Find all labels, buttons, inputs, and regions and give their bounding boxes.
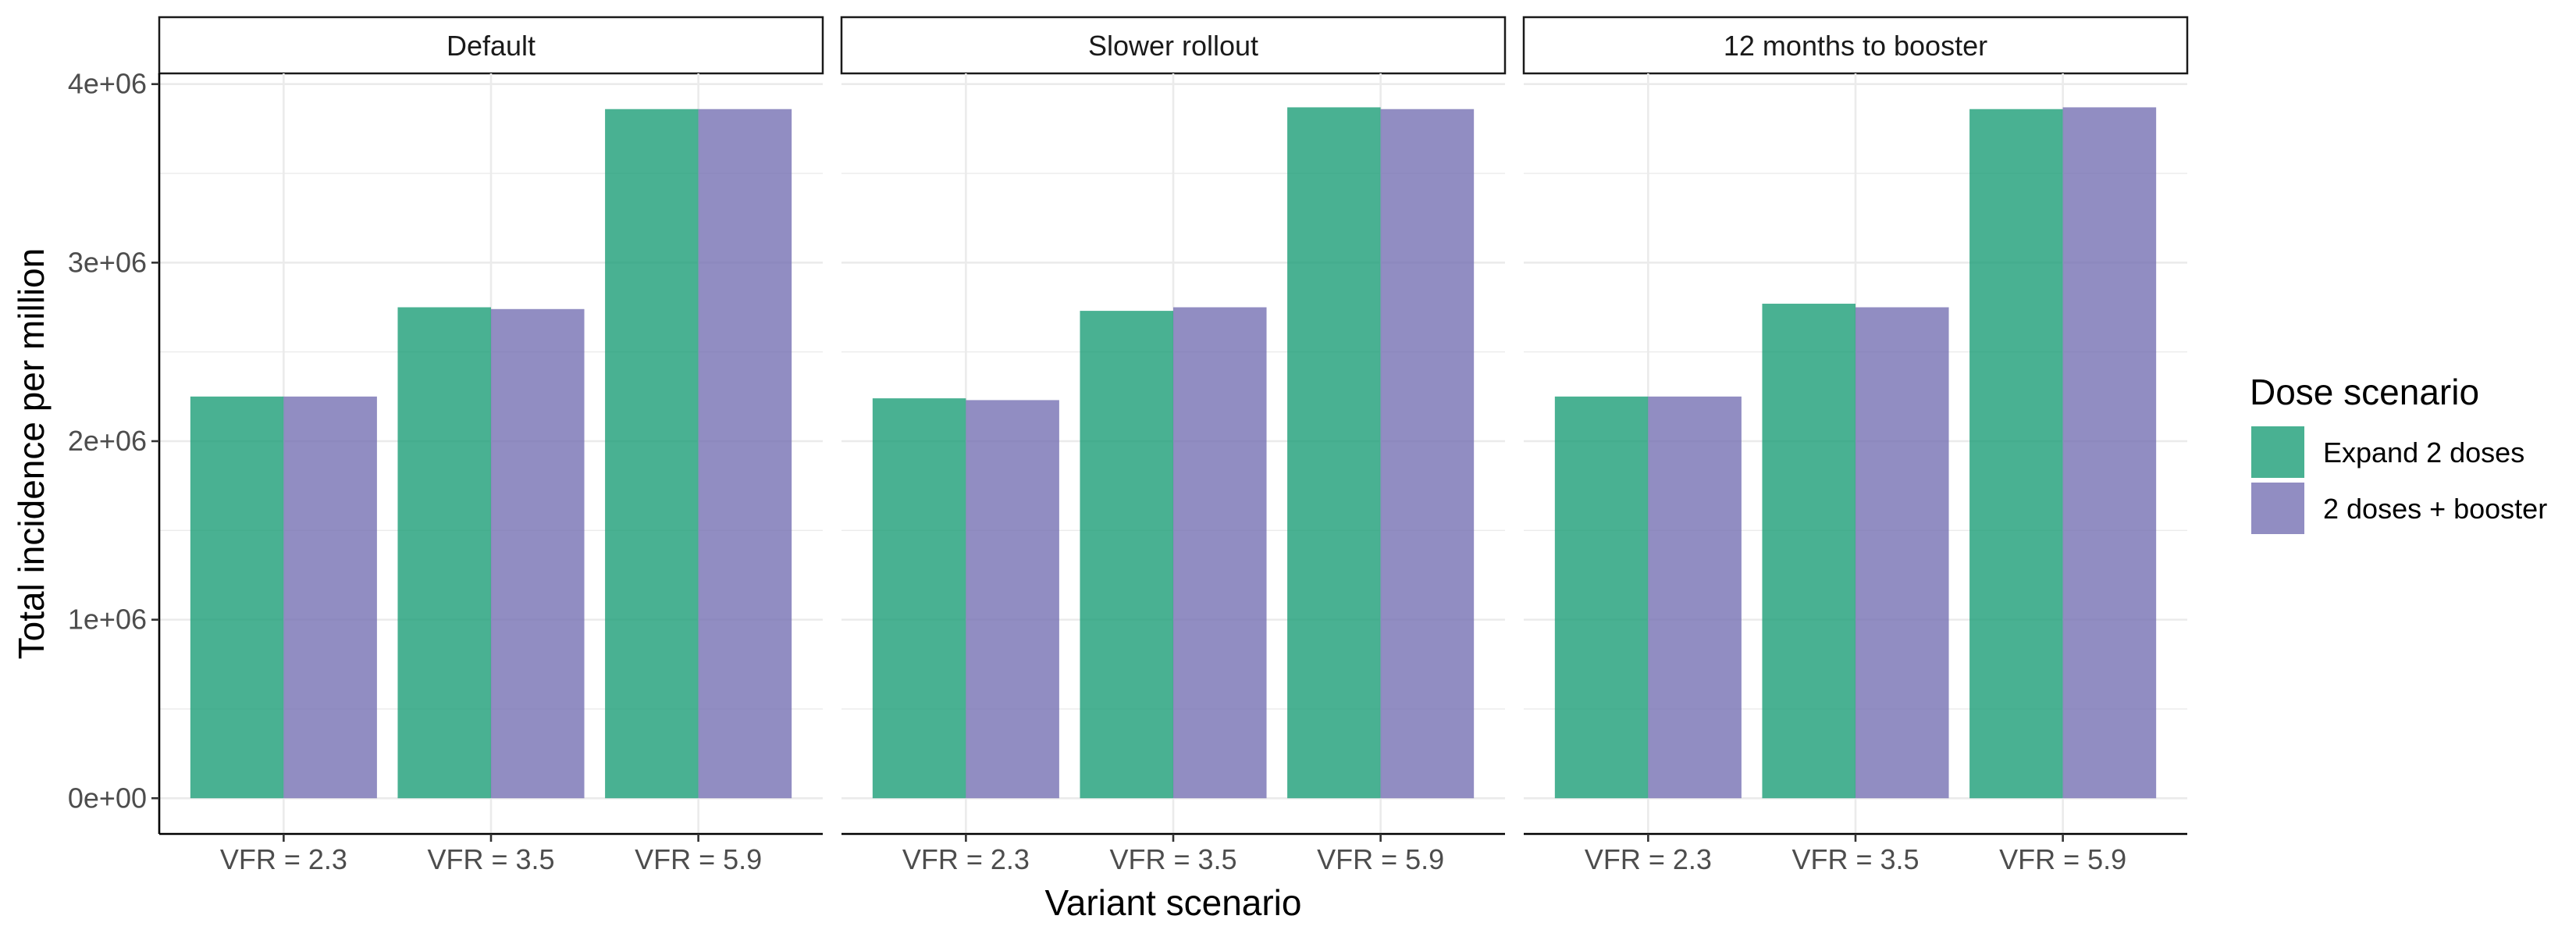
bar-2-doses-booster-vfr-5-9 <box>1380 109 1475 799</box>
facet-panel-slower-rollout: Slower rollout VFR = 2.3 VFR = 3.5 VFR = 5.… <box>840 16 1507 875</box>
facet-strip <box>1522 16 2189 75</box>
bar-expand-2-doses-vfr-5-9 <box>1969 109 2063 799</box>
bar-2-doses-booster-vfr-2-3 <box>966 400 1059 799</box>
x-tick-label: VFR = 2.3 <box>902 843 1030 875</box>
facet-panel-default: Default VFR = 2.3 VFR = 3.5 VFR = 5.9 0e+00 1… <box>68 16 824 875</box>
y-axis-title: Total incidence per million <box>11 248 52 660</box>
bar-2-doses-booster-vfr-3-5 <box>1173 307 1267 799</box>
bar-2-doses-booster-vfr-3-5 <box>1856 307 1949 799</box>
bar-expand-2-doses-vfr-2-3 <box>1554 396 1649 799</box>
x-tick-label: VFR = 5.9 <box>1317 843 1444 875</box>
y-tick-label: 3e+06 <box>68 246 147 278</box>
bar-expand-2-doses-vfr-2-3 <box>872 398 966 799</box>
x-tick-label: VFR = 2.3 <box>1585 843 1712 875</box>
bar-expand-2-doses-vfr-5-9 <box>1287 107 1381 799</box>
y-tick-label: 2e+06 <box>68 425 147 457</box>
legend-key-2-doses-booster <box>2251 483 2304 534</box>
facet-strip-label: Slower rollout <box>1088 30 1258 62</box>
x-tick-label: VFR = 3.5 <box>427 843 554 875</box>
facet-strip-label: Default <box>447 30 535 62</box>
facet-panels: Default VFR = 2.3 VFR = 3.5 VFR = 5.9 0e+00 1… <box>68 16 2189 875</box>
bar-expand-2-doses-vfr-3-5 <box>1762 303 1856 799</box>
legend-label-2-doses-booster: 2 doses + booster <box>2323 493 2547 525</box>
y-tick-label: 0e+00 <box>68 782 147 814</box>
bar-expand-2-doses-vfr-5-9 <box>605 109 699 799</box>
bar-2-doses-booster-vfr-2-3 <box>283 396 377 799</box>
legend-title: Dose scenario <box>2250 372 2479 412</box>
x-tick-label: VFR = 3.5 <box>1109 843 1236 875</box>
legend-key-expand-2-doses <box>2251 426 2304 478</box>
bar-2-doses-booster-vfr-5-9 <box>698 109 792 799</box>
facet-strip <box>158 16 824 75</box>
bar-2-doses-booster-vfr-5-9 <box>2062 107 2157 799</box>
bar-2-doses-booster-vfr-2-3 <box>1648 396 1742 799</box>
y-tick-label: 1e+06 <box>68 604 147 636</box>
x-tick-label: VFR = 5.9 <box>1999 843 2126 875</box>
facet-panel-12-months-to-booster: 12 months to booster VFR = 2.3 VFR = 3.5 VF… <box>1522 16 2189 875</box>
bar-expand-2-doses-vfr-3-5 <box>397 307 491 799</box>
x-tick-label: VFR = 5.9 <box>635 843 762 875</box>
legend: Dose scenario Expand 2 doses 2 doses + b… <box>2250 372 2547 534</box>
x-tick-label: VFR = 2.3 <box>220 843 347 875</box>
bar-2-doses-booster-vfr-3-5 <box>491 308 585 799</box>
bar-expand-2-doses-vfr-2-3 <box>190 396 284 799</box>
y-tick-label: 4e+06 <box>68 68 147 100</box>
x-tick-label: VFR = 3.5 <box>1791 843 1919 875</box>
bar-expand-2-doses-vfr-3-5 <box>1080 311 1173 799</box>
x-axis-title: Variant scenario <box>1045 882 1302 923</box>
facet-strip-label: 12 months to booster <box>1724 30 1987 62</box>
legend-label-expand-2-doses: Expand 2 doses <box>2323 436 2524 468</box>
